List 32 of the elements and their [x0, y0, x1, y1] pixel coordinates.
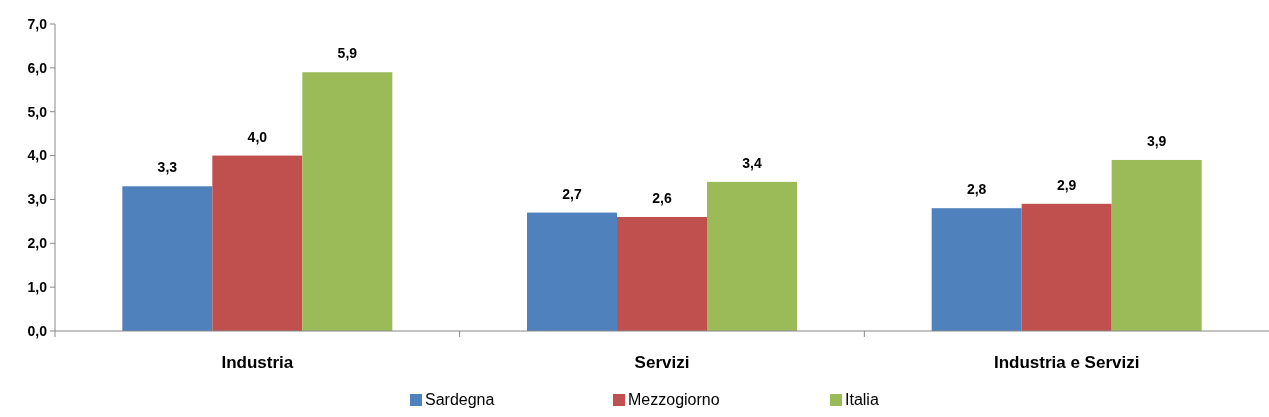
y-tick-label: 3,0: [27, 191, 48, 208]
y-tick-label: 5,0: [27, 103, 48, 120]
data-label: 4,0: [247, 128, 268, 145]
legend-label: Italia: [845, 391, 879, 408]
data-label: 2,7: [562, 185, 582, 202]
data-label: 2,6: [652, 189, 672, 206]
y-tick-label: 4,0: [27, 147, 48, 164]
data-label: 3,3: [157, 159, 178, 176]
bar: [1111, 159, 1202, 331]
x-tick-label: Industria e Servizi: [993, 353, 1140, 372]
y-tick-label: 0,0: [27, 322, 48, 339]
y-tick-label: 1,0: [27, 279, 48, 296]
x-tick-label: Industria: [221, 353, 294, 372]
data-label: 3,9: [1146, 132, 1167, 149]
bar: [931, 208, 1022, 331]
x-tick-label: Servizi: [634, 353, 690, 372]
bar: [707, 181, 797, 331]
bar: [1021, 203, 1112, 331]
y-tick-label: 6,0: [27, 59, 48, 76]
y-tick-label: 2,0: [27, 235, 48, 252]
bar: [617, 216, 707, 331]
y-tick-label: 7,0: [27, 15, 48, 32]
bar: [527, 212, 617, 331]
data-label: 2,8: [966, 181, 987, 198]
data-label: 2,9: [1056, 176, 1077, 193]
legend-label: Mezzogiorno: [628, 391, 720, 408]
legend-label: Sardegna: [425, 391, 495, 408]
bar: [302, 72, 393, 331]
data-label: 3,4: [742, 154, 762, 171]
data-label: 5,9: [337, 45, 358, 62]
bar: [122, 186, 213, 331]
bar: [212, 155, 303, 331]
